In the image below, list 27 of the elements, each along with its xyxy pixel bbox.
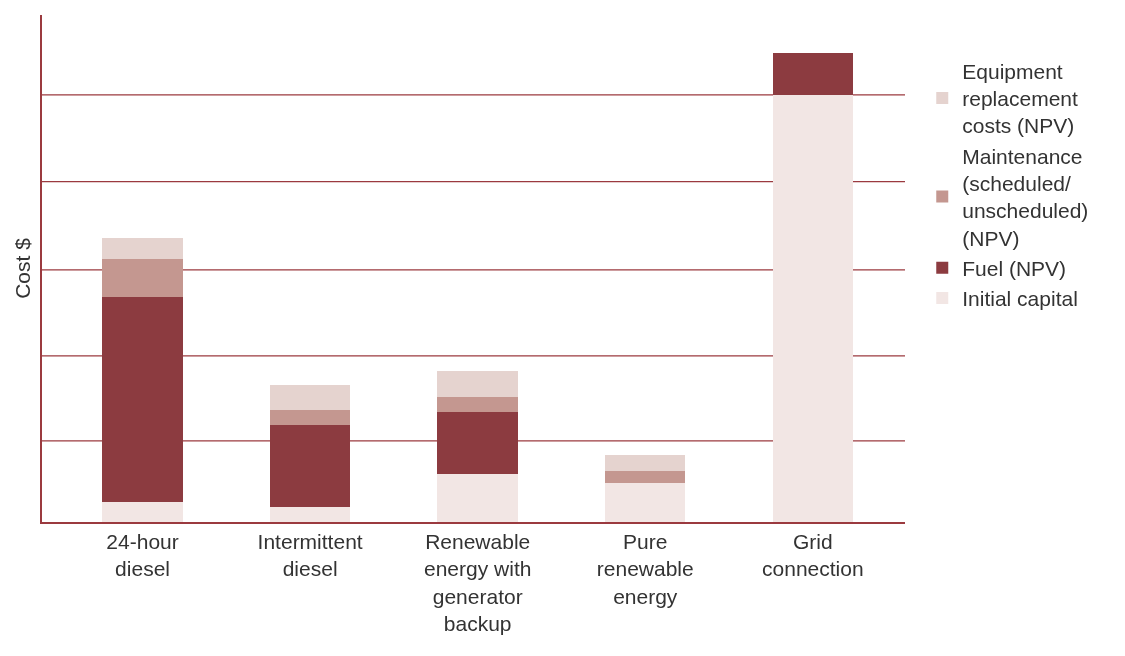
legend-label: Fuel (NPV)	[962, 256, 1067, 280]
bar	[437, 474, 518, 522]
bar	[605, 483, 686, 522]
bar	[772, 52, 854, 95]
x-tick-label: Pure renewable energy	[596, 529, 694, 608]
legend-label: Maintenance (scheduled/ unscheduled) (NPV)	[962, 144, 1089, 250]
bar	[102, 258, 183, 297]
bar	[102, 296, 183, 502]
bar	[269, 424, 351, 507]
y-axis-title: Cost $	[10, 237, 34, 299]
x-tick-label: Intermittent diesel	[257, 529, 363, 581]
x-tick-label: Grid connection	[762, 529, 864, 581]
bar	[269, 409, 351, 425]
legend-label: Initial capital	[962, 287, 1078, 311]
bar	[605, 454, 686, 471]
legend-label: Equipment replacement costs (NPV)	[962, 59, 1078, 138]
bar	[605, 470, 686, 484]
x-tick-label: 24-hour diesel	[106, 529, 179, 581]
bar	[437, 371, 518, 398]
bar	[437, 397, 518, 413]
bar	[102, 238, 183, 259]
bar	[269, 384, 351, 410]
bar	[102, 501, 183, 522]
x-tick-label: Renewable energy with generator backup	[423, 529, 532, 635]
bar	[269, 506, 351, 522]
bar	[772, 94, 854, 522]
bar	[437, 412, 518, 475]
